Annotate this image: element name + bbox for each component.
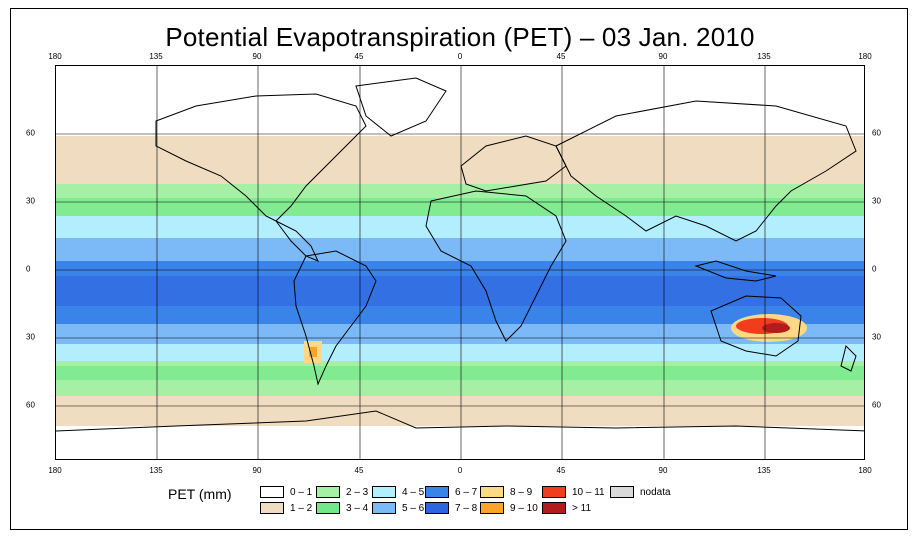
legend-item: 0 – 1 (260, 485, 312, 499)
lon-tick-bottom: 180 (48, 466, 62, 475)
lon-tick-top: 0 (457, 52, 463, 61)
lon-tick-top: 135 (149, 52, 163, 61)
legend-swatch (425, 502, 449, 514)
legend-item: 6 – 7 (425, 485, 477, 499)
legend-item: > 11 (542, 501, 591, 515)
legend-item: 2 – 3 (316, 485, 368, 499)
band-north-3-4 (56, 198, 864, 216)
lat-tick-right: 30 (872, 332, 881, 342)
coastlines (56, 77, 864, 432)
lat-tick-left: 60 (26, 400, 35, 410)
lon-tick-bottom: 90 (252, 466, 262, 475)
legend-label: 10 – 11 (572, 486, 605, 498)
lon-tick-bottom: 90 (658, 466, 668, 475)
lat-tick-right: 60 (872, 400, 881, 410)
lat-tick-left: 60 (26, 128, 35, 138)
band-7-8 (56, 276, 864, 306)
legend-label: 6 – 7 (455, 486, 478, 498)
legend-item: 3 – 4 (316, 501, 368, 515)
legend-swatch (316, 486, 340, 498)
lon-tick-bottom: 180 (858, 466, 872, 475)
figure-frame (10, 8, 908, 530)
legend-swatch (425, 486, 449, 498)
lon-tick-top: 180 (48, 52, 62, 61)
legend-swatch (372, 486, 396, 498)
south-america-hotspot (304, 341, 322, 363)
legend-swatch (260, 486, 284, 498)
legend-item: 9 – 10 (480, 501, 538, 515)
lat-tick-left: 30 (26, 196, 35, 206)
legend-label: 2 – 3 (346, 486, 369, 498)
map-canvas (56, 66, 864, 459)
legend-item: 8 – 9 (480, 485, 532, 499)
lon-tick-bottom: 135 (757, 466, 771, 475)
legend-swatch (480, 486, 504, 498)
lon-tick-top: 45 (556, 52, 566, 61)
legend-title: PET (mm) (168, 486, 232, 502)
legend-swatch (260, 502, 284, 514)
lon-tick-top: 180 (858, 52, 872, 61)
lon-tick-bottom: 45 (354, 466, 364, 475)
legend-swatch (480, 502, 504, 514)
legend-label: 5 – 6 (402, 502, 425, 514)
lon-tick-top: 90 (658, 52, 668, 61)
legend-swatch (316, 502, 340, 514)
legend-label: 1 – 2 (290, 502, 313, 514)
legend-label: nodata (640, 486, 671, 498)
australia-hotspot (731, 314, 807, 342)
map-title: Potential Evapotranspiration (PET) – 03 … (165, 22, 755, 52)
legend-item: 4 – 5 (372, 485, 424, 499)
legend-swatch (610, 486, 634, 498)
lon-tick-bottom: 0 (457, 466, 463, 475)
legend-label: 0 – 1 (290, 486, 313, 498)
lon-tick-top: 90 (252, 52, 262, 61)
legend-swatch (542, 502, 566, 514)
legend-label: 8 – 9 (510, 486, 533, 498)
lat-tick-right: 60 (872, 128, 881, 138)
lat-tick-left: 30 (26, 332, 35, 342)
pet-world-map (55, 65, 865, 460)
legend-label: 9 – 10 (510, 502, 538, 514)
legend-item: nodata (610, 485, 671, 499)
legend-swatch (372, 502, 396, 514)
lon-tick-top: 135 (757, 52, 771, 61)
band-south-3-4 (56, 366, 864, 380)
lat-tick-left: 0 (26, 264, 31, 274)
band-north-1-2 (56, 136, 864, 191)
band-antarctic (56, 426, 864, 459)
lon-tick-bottom: 45 (556, 466, 566, 475)
legend-item: 10 – 11 (542, 485, 605, 499)
lat-tick-right: 30 (872, 196, 881, 206)
legend-label: > 11 (572, 502, 591, 514)
legend-label: 4 – 5 (402, 486, 425, 498)
legend-item: 5 – 6 (372, 501, 424, 515)
legend-swatch (542, 486, 566, 498)
legend-label: 7 – 8 (455, 502, 478, 514)
legend-label: 3 – 4 (346, 502, 369, 514)
band-south-1-2 (56, 396, 864, 426)
lon-tick-top: 45 (354, 52, 364, 61)
lon-tick-bottom: 135 (149, 466, 163, 475)
lat-tick-right: 0 (872, 264, 877, 274)
legend-item: 1 – 2 (260, 501, 312, 515)
graticule (56, 66, 864, 459)
legend-item: 7 – 8 (425, 501, 477, 515)
